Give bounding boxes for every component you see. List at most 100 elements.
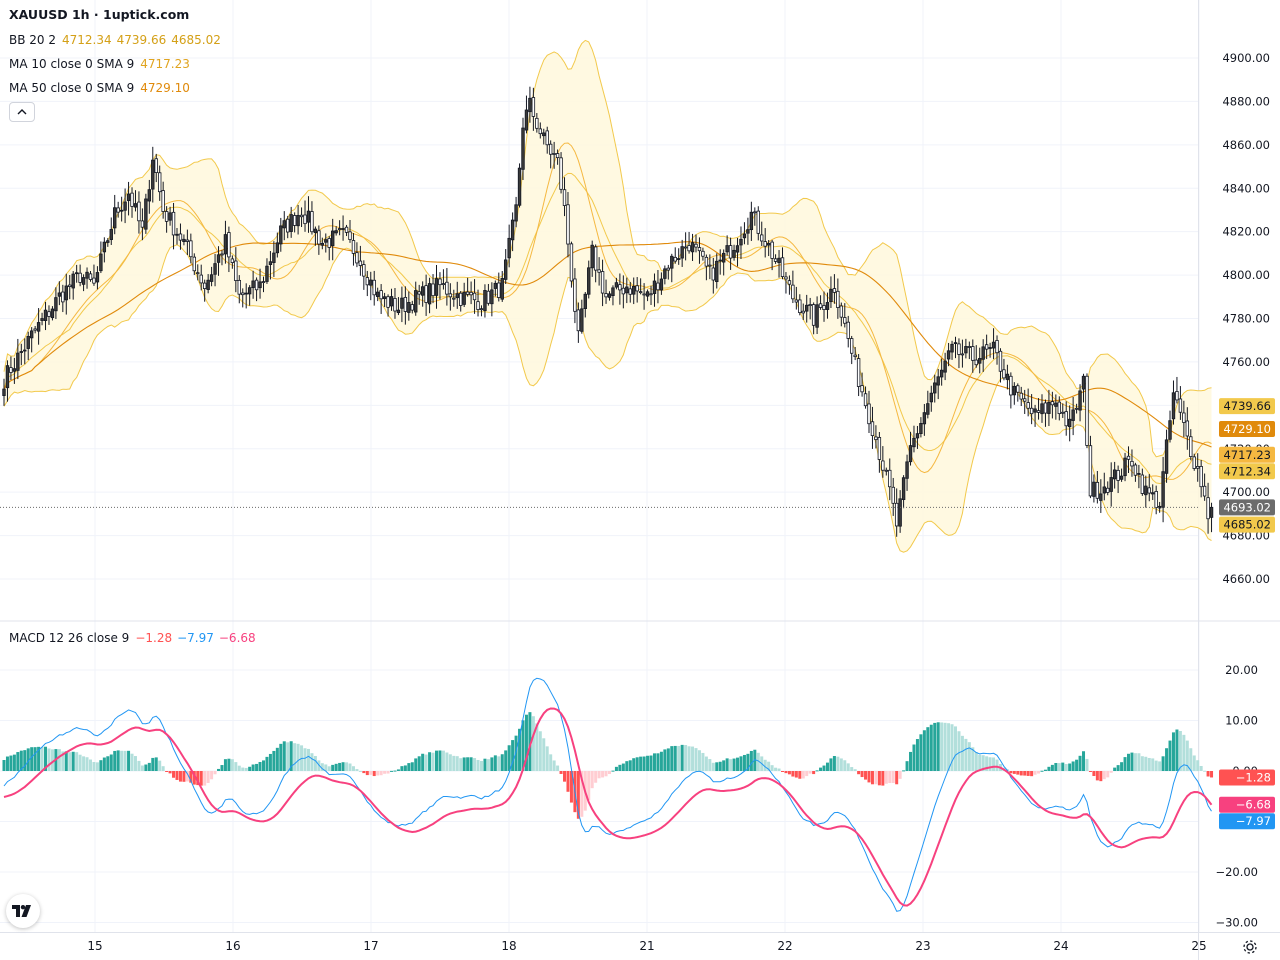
candle	[1209, 506, 1214, 518]
candle	[1133, 464, 1138, 476]
histogram-bar	[902, 770, 906, 772]
legend-ma10: MA 10 close 0 SMA 9 4717.23	[9, 56, 195, 72]
legend-bb-upper: 4739.66	[116, 33, 167, 47]
candle	[379, 290, 383, 300]
candle	[618, 284, 622, 291]
histogram-bar	[407, 763, 411, 771]
candle	[773, 258, 778, 262]
candle	[182, 238, 186, 243]
candle	[566, 204, 570, 245]
histogram-bar	[812, 771, 816, 775]
candle	[746, 229, 750, 234]
candle	[1043, 402, 1048, 414]
price-badge	[1219, 813, 1275, 830]
candle	[355, 252, 359, 264]
candle	[867, 403, 871, 425]
histogram-bar	[400, 766, 404, 771]
candle	[389, 296, 394, 307]
price-badge-label: 4729.10	[1223, 422, 1271, 436]
price-badge-label: −1.28	[1236, 770, 1271, 784]
histogram-bar	[677, 746, 681, 771]
histogram-bar	[130, 753, 134, 771]
histogram-bar	[1095, 771, 1099, 781]
histogram-bar	[784, 771, 788, 774]
macd-tick-label: −20.00	[1215, 865, 1258, 879]
candle	[919, 423, 923, 435]
histogram-bar	[23, 750, 27, 771]
histogram-bar	[846, 763, 850, 771]
histogram-bar	[646, 755, 650, 771]
candle	[113, 207, 117, 229]
candle	[1005, 373, 1010, 380]
candle	[995, 340, 999, 354]
candle	[1064, 411, 1068, 427]
histogram-bar	[241, 767, 245, 771]
histogram-bar	[794, 771, 798, 778]
candle	[635, 285, 639, 292]
histogram-bar	[1192, 755, 1196, 771]
candle	[1140, 474, 1145, 494]
histogram-bar	[296, 743, 300, 771]
histogram-bar	[691, 746, 695, 771]
candle	[147, 189, 152, 202]
candle	[279, 225, 283, 245]
legend-bb-label: BB 20 2	[9, 33, 56, 47]
candle	[891, 486, 895, 504]
candle	[1144, 485, 1148, 496]
candle	[984, 344, 989, 350]
gear-icon[interactable]	[1241, 938, 1259, 956]
histogram-bar	[64, 751, 68, 771]
candle	[673, 256, 677, 262]
histogram-bar	[732, 758, 736, 771]
time-tick-label: 18	[501, 939, 516, 953]
histogram-bar	[933, 722, 937, 771]
histogram-bar	[701, 752, 705, 771]
candle	[1199, 466, 1203, 488]
histogram-bar	[37, 746, 41, 771]
histogram-bar	[199, 771, 203, 786]
candle	[61, 291, 65, 303]
histogram-bar	[725, 758, 729, 771]
candle	[324, 239, 328, 243]
histogram-bar	[1030, 771, 1034, 777]
histogram-bar	[981, 755, 985, 771]
price-badge-label: 4693.02	[1223, 500, 1271, 514]
histogram-bar	[372, 771, 376, 777]
candle	[95, 272, 100, 283]
candle	[258, 281, 262, 289]
candle	[794, 299, 799, 303]
histogram-bar	[912, 744, 916, 771]
candle	[1178, 398, 1183, 413]
candle	[898, 498, 902, 527]
histogram-bar	[642, 756, 646, 771]
histogram-bar	[884, 771, 888, 784]
histogram-bar	[19, 750, 23, 771]
histogram-bar	[1075, 759, 1079, 771]
candle	[843, 317, 847, 324]
histogram-bar	[542, 738, 546, 771]
histogram-bar	[113, 750, 117, 771]
histogram-bar	[659, 751, 663, 771]
candle	[666, 267, 671, 271]
candle	[372, 279, 376, 296]
histogram-bar	[123, 750, 127, 771]
candle	[915, 433, 920, 439]
candle	[400, 297, 404, 309]
histogram-bar	[251, 764, 255, 771]
candle	[417, 291, 421, 295]
candle	[1164, 439, 1169, 474]
candle	[282, 220, 286, 229]
candle	[254, 279, 259, 291]
histogram-bar	[393, 770, 397, 772]
histogram-bar	[611, 770, 615, 772]
histogram-bar	[601, 771, 605, 778]
histogram-bar	[133, 756, 137, 771]
histogram-bar	[652, 753, 656, 771]
candle	[960, 353, 965, 356]
candle	[805, 304, 809, 312]
histogram-bar	[237, 765, 241, 771]
collapse-legend-button[interactable]	[9, 102, 35, 122]
tradingview-logo-icon[interactable]	[6, 894, 40, 928]
candle	[524, 109, 529, 131]
